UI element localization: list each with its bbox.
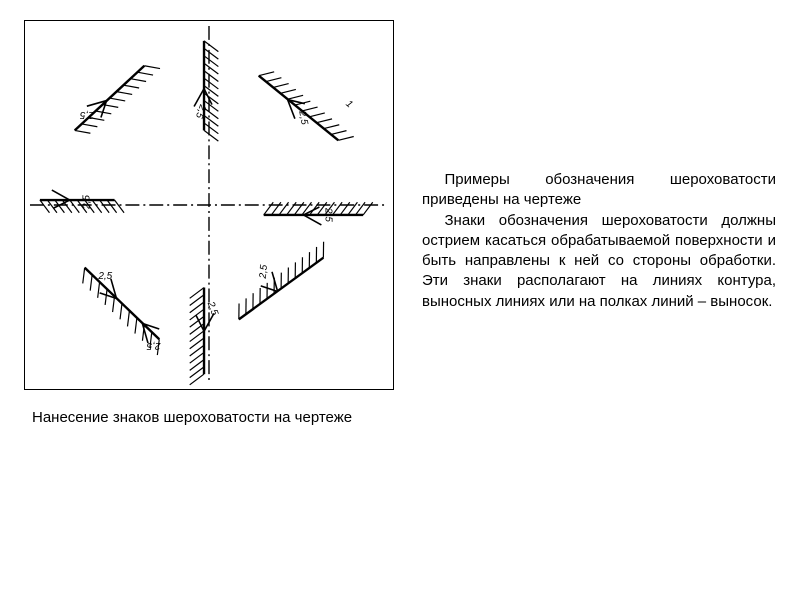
- body-text: Примеры обозначения шероховатости привед…: [394, 20, 776, 312]
- svg-text:2,5: 2,5: [82, 195, 93, 210]
- svg-text:2,5: 2,5: [79, 109, 94, 120]
- svg-text:2,5: 2,5: [322, 207, 333, 222]
- svg-text:2,5: 2,5: [258, 264, 270, 280]
- paragraph-2: Знаки обозначения шероховатости должны о…: [422, 211, 776, 312]
- svg-text:2,5: 2,5: [296, 109, 309, 126]
- svg-text:2,5: 2,5: [97, 271, 112, 282]
- page-container: 2,52,52,512,52,52,52,52,52,5 Нанесение з…: [0, 0, 800, 448]
- figure-caption: Нанесение знаков шероховатости на чертеж…: [24, 408, 394, 428]
- left-column: 2,52,52,512,52,52,52,52,52,5 Нанесение з…: [24, 20, 394, 428]
- svg-text:2,5: 2,5: [204, 299, 220, 317]
- diagram-frame: 2,52,52,512,52,52,52,52,52,5: [24, 20, 394, 390]
- roughness-diagram: 2,52,52,512,52,52,52,52,52,5: [25, 21, 393, 389]
- svg-text:2,5: 2,5: [146, 340, 161, 351]
- paragraph-1: Примеры обозначения шероховатости привед…: [422, 170, 776, 211]
- svg-text:1: 1: [343, 98, 354, 110]
